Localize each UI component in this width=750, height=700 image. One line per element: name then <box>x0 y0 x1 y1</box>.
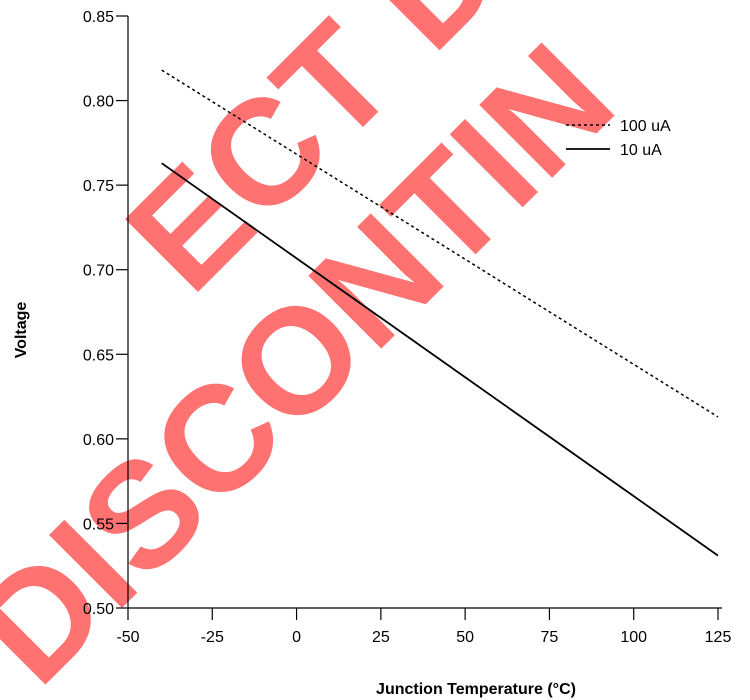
x-ticks: -50 -25 0 25 50 75 100 125 <box>116 608 731 646</box>
legend-label-100ua: 100 uA <box>620 118 671 135</box>
y-tick-label: 0.65 <box>83 347 114 364</box>
x-tick-label: 0 <box>292 629 301 646</box>
series-line-10ua <box>161 162 719 557</box>
y-axis-title: Voltage <box>13 302 30 359</box>
axes: 0.50 0.55 0.60 0.65 0.70 0.75 0.80 0.85 -50 -25 0… <box>83 9 732 646</box>
legend: 100 uA 10 uA <box>566 118 671 159</box>
y-tick-label: 0.60 <box>83 432 114 449</box>
y-tick-label: 0.80 <box>83 94 114 111</box>
y-tick-label: 0.55 <box>83 516 114 533</box>
y-tick-label: 0.75 <box>83 178 114 195</box>
series-layer <box>161 69 719 557</box>
y-ticks: 0.50 0.55 0.60 0.65 0.70 0.75 0.80 0.85 <box>83 9 128 618</box>
x-tick-label: 100 <box>620 629 647 646</box>
x-tick-label: 25 <box>372 629 390 646</box>
y-tick-label: 0.70 <box>83 263 114 280</box>
legend-label-10ua: 10 uA <box>620 142 662 159</box>
y-tick-label: 0.50 <box>83 601 114 618</box>
x-tick-label: 75 <box>541 629 559 646</box>
x-tick-label: 125 <box>705 629 732 646</box>
x-tick-label: 50 <box>456 629 474 646</box>
x-tick-label: -25 <box>201 629 224 646</box>
series-line-100ua <box>161 69 719 418</box>
y-tick-label: 0.85 <box>83 9 114 26</box>
x-axis-title: Junction Temperature (°C) <box>376 681 576 698</box>
x-tick-label: -50 <box>116 629 139 646</box>
